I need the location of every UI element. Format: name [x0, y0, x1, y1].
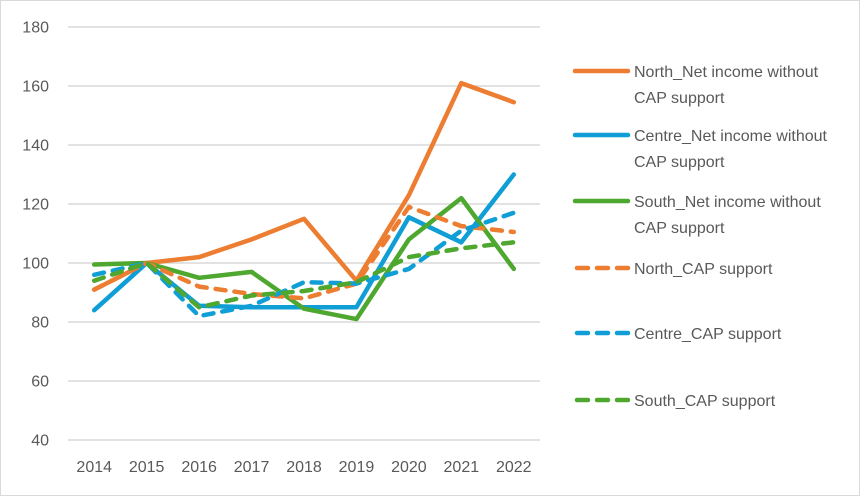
x-tick-label: 2022: [496, 459, 532, 476]
y-axis-ticks: 40 60 80 100 120 140 160 180: [22, 20, 49, 450]
y-tick-label: 180: [22, 20, 49, 37]
x-tick-label: 2015: [129, 459, 165, 476]
y-tick-label: 140: [22, 138, 49, 155]
legend-label: South_Net income without: [634, 194, 821, 211]
x-tick-label: 2018: [286, 459, 322, 476]
legend-label: North_CAP support: [634, 261, 773, 278]
x-tick-label: 2014: [76, 459, 112, 476]
x-axis-ticks: 2014 2015 2016 2017 2018 2019 2020 2021 2022: [76, 459, 531, 476]
legend-label: Centre_Net income without: [634, 128, 828, 145]
y-tick-label: 100: [22, 256, 49, 273]
x-tick-label: 2016: [181, 459, 217, 476]
series-lines: [91, 80, 517, 322]
series-line-north-net-income-without-cap-support[interactable]: [91, 80, 517, 292]
legend-item[interactable]: South_CAP support: [574, 393, 776, 410]
legend-label: CAP support: [634, 90, 725, 107]
legend-label: CAP support: [634, 220, 725, 237]
legend-item[interactable]: South_Net income without CAP support: [572, 194, 821, 237]
legend-item[interactable]: North_Net income without CAP support: [572, 64, 819, 107]
x-tick-label: 2019: [339, 459, 375, 476]
series-line-south-net-income-without-cap-support[interactable]: [91, 195, 517, 322]
legend-label: Centre_CAP support: [634, 326, 782, 343]
legend-item[interactable]: Centre_Net income without CAP support: [572, 128, 828, 171]
legend-label: South_CAP support: [634, 393, 776, 410]
legend-item[interactable]: North_CAP support: [574, 261, 773, 278]
x-tick-label: 2021: [444, 459, 480, 476]
series-line-south-cap-support[interactable]: [91, 240, 517, 310]
legend-label: North_Net income without: [634, 64, 819, 81]
y-tick-label: 60: [31, 374, 49, 391]
legend-item[interactable]: Centre_CAP support: [574, 326, 782, 343]
x-tick-label: 2017: [234, 459, 270, 476]
series-line-north-cap-support[interactable]: [91, 204, 517, 301]
y-tick-label: 40: [31, 433, 49, 450]
x-tick-label: 2020: [391, 459, 427, 476]
y-tick-label: 160: [22, 79, 49, 96]
y-tick-label: 80: [31, 315, 49, 332]
y-tick-label: 120: [22, 197, 49, 214]
legend-label: CAP support: [634, 154, 725, 171]
